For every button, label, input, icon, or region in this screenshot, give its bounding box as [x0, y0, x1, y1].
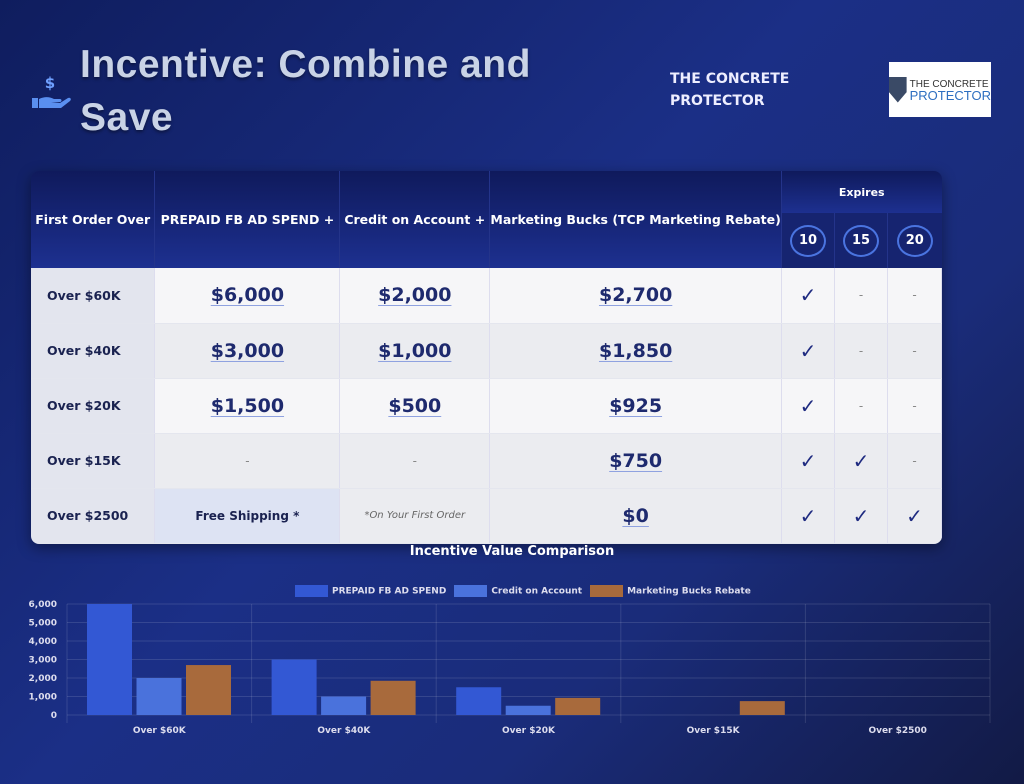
legend-item[interactable]: PREPAID FB AD SPEND: [295, 585, 446, 597]
dash-cell: -: [834, 268, 888, 324]
company-logo: THE CONCRETE PROTECTOR: [889, 62, 991, 117]
fb-ad-spend-cell: $1,500: [154, 378, 341, 434]
x-tick-label: Over $40K: [317, 726, 371, 736]
dash-cell: -: [834, 323, 888, 379]
dash-cell: -: [887, 268, 942, 324]
tier-cell: Over $20K: [31, 378, 156, 434]
expires-10-badge: 10: [790, 224, 827, 257]
marketing-bucks-cell: $1,850: [489, 323, 783, 379]
bar-1: [321, 696, 367, 715]
check-icon: ✓: [834, 433, 888, 489]
x-tick-label: Over $15K: [687, 726, 741, 736]
bar-0: [87, 604, 132, 715]
y-tick-label: 3,000: [29, 656, 57, 666]
y-tick-label: 1,000: [29, 693, 57, 703]
legend-item[interactable]: Credit on Account: [454, 585, 582, 597]
y-tick-label: 6,000: [29, 600, 57, 610]
table-row: Over $60K $6,000 $2,000 $2,700 ✓ - -: [31, 268, 942, 324]
fb-ad-spend-cell: $3,000: [154, 323, 341, 379]
y-tick-label: 0: [51, 711, 57, 721]
bar-2: [739, 701, 785, 715]
marketing-bucks-cell: $750: [489, 433, 783, 489]
fb-ad-spend-cell: $6,000: [154, 268, 341, 324]
bar-0: [456, 687, 502, 715]
table-row: Over $15K - - $750 ✓ ✓ -: [31, 433, 942, 489]
y-tick-label: 2,000: [29, 674, 57, 684]
bar-2: [555, 697, 601, 715]
page-title: Incentive: Combine and Save: [80, 43, 531, 139]
check-icon: ✓: [781, 433, 836, 489]
col-header: First Order Over: [31, 171, 156, 268]
y-tick-label: 4,000: [29, 637, 57, 647]
dash-cell: -: [887, 323, 942, 379]
marketing-bucks-cell: $925: [489, 378, 783, 434]
bar-2: [370, 680, 416, 715]
check-icon: ✓: [781, 488, 836, 544]
bar-chart: 0 1,000 2,000 3,000 4,000 5,000 6,000 Over $60K…: [29, 600, 991, 736]
col-header: Credit on Account +: [339, 171, 491, 268]
x-tick-label: Over $20K: [502, 726, 556, 736]
dash-cell: -: [887, 378, 942, 434]
fb-ad-spend-cell: -: [154, 433, 341, 489]
chart-legend: PREPAID FB AD SPEND Credit on Account Ma…: [295, 585, 751, 597]
y-tick-label: 5,000: [29, 619, 57, 629]
credit-cell: $2,000: [339, 268, 491, 324]
col-header: PREPAID FB AD SPEND +: [154, 171, 341, 268]
bar-1: [136, 678, 182, 715]
marketing-bucks-cell: $0: [489, 488, 783, 544]
check-icon: ✓: [781, 323, 836, 379]
bar-1: [505, 705, 551, 715]
expires-15-badge: 15: [843, 224, 879, 257]
check-icon: ✓: [781, 378, 836, 434]
money-hand-icon: $: [32, 74, 71, 108]
expires-header: Expires: [781, 171, 942, 213]
bar-0: [271, 659, 317, 715]
tier-cell: Over $15K: [31, 433, 156, 489]
fb-ad-spend-cell: Free Shipping *: [154, 488, 341, 544]
credit-cell: $1,000: [339, 323, 491, 379]
svg-text:$: $: [45, 74, 55, 92]
x-tick-label: Over $60K: [133, 726, 187, 736]
credit-cell: $500: [339, 378, 491, 434]
legend-item[interactable]: Marketing Bucks Rebate: [590, 585, 751, 597]
table-row: Over $40K $3,000 $1,000 $1,850 ✓ - -: [31, 323, 942, 379]
credit-cell: *On Your First Order: [339, 488, 491, 544]
x-tick-label: Over $2500: [868, 726, 927, 736]
table-row: Over $20K $1,500 $500 $925 ✓ - -: [31, 378, 942, 434]
tier-cell: Over $60K: [31, 268, 156, 324]
check-icon: ✓: [781, 268, 836, 324]
col-header: Marketing Bucks (TCP Marketing Rebate): [489, 171, 783, 268]
marketing-bucks-cell: $2,700: [489, 268, 783, 324]
incentive-table: First Order Over PREPAID FB AD SPEND + C…: [31, 171, 942, 544]
check-icon: ✓: [834, 488, 888, 544]
dash-cell: -: [887, 433, 942, 489]
credit-cell: -: [339, 433, 491, 489]
dash-cell: -: [834, 378, 888, 434]
expires-20-badge: 20: [896, 224, 933, 257]
check-icon: ✓: [887, 488, 942, 544]
bar-2: [186, 665, 231, 715]
tier-cell: Over $2500: [31, 488, 156, 544]
chart-title: Incentive Value Comparison: [409, 544, 615, 559]
shield-logo-icon: [889, 76, 907, 103]
brand-name: THE CONCRETE PROTECTOR: [670, 71, 790, 109]
table-row: Over $2500 Free Shipping * *On Your First …: [31, 488, 942, 544]
tier-cell: Over $40K: [31, 323, 156, 379]
